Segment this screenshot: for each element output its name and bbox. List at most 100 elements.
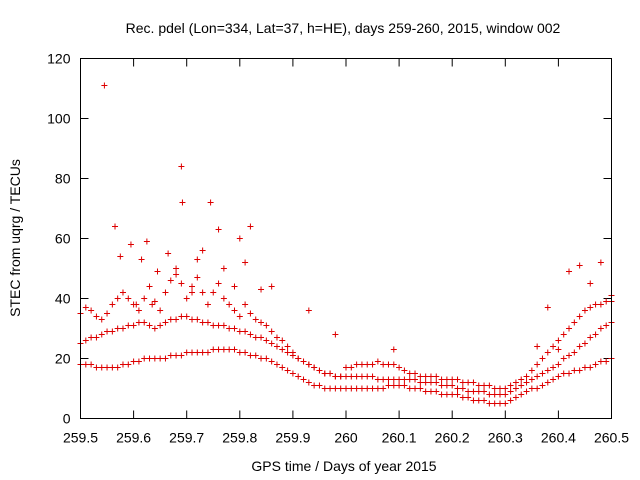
data-point <box>353 361 360 368</box>
data-point <box>449 376 456 383</box>
data-point <box>162 289 169 296</box>
data-point <box>135 319 142 326</box>
data-point <box>199 349 206 356</box>
data-point <box>189 289 196 296</box>
data-point <box>459 379 466 386</box>
data-point <box>433 379 440 386</box>
data-point <box>157 307 164 314</box>
data-point <box>486 382 493 389</box>
x-tick-label: 259.6 <box>116 430 151 446</box>
data-point <box>133 301 140 308</box>
data-point <box>438 391 445 398</box>
data-point <box>587 364 594 371</box>
data-point <box>178 313 185 320</box>
data-points <box>77 82 615 407</box>
data-point <box>539 370 546 377</box>
data-point <box>396 382 403 389</box>
data-point <box>143 238 150 245</box>
data-point <box>236 349 243 356</box>
data-point <box>560 331 567 338</box>
data-point <box>157 322 164 329</box>
data-point <box>555 373 562 380</box>
data-point <box>560 370 567 377</box>
data-point <box>210 322 217 329</box>
data-point <box>427 379 434 386</box>
data-point <box>396 364 403 371</box>
data-point <box>332 331 339 338</box>
data-point <box>236 328 243 335</box>
data-point <box>374 376 381 383</box>
data-point <box>576 343 583 350</box>
data-point <box>258 334 265 341</box>
data-point <box>109 328 116 335</box>
data-point <box>380 376 387 383</box>
data-point <box>263 322 270 329</box>
data-point <box>220 346 227 353</box>
data-point <box>178 280 185 287</box>
data-point <box>518 382 525 389</box>
data-point <box>109 364 116 371</box>
data-point <box>138 256 145 263</box>
data-point <box>433 388 440 395</box>
data-point <box>534 385 541 392</box>
data-point <box>119 361 126 368</box>
data-point <box>130 358 137 365</box>
data-point <box>268 328 275 335</box>
y-tick-label: 60 <box>55 231 71 247</box>
data-point <box>114 325 121 332</box>
data-point <box>443 382 450 389</box>
data-point <box>204 301 211 308</box>
y-tick-label: 100 <box>47 111 71 127</box>
data-point <box>603 298 610 305</box>
data-point <box>215 280 222 287</box>
data-point <box>581 340 588 347</box>
data-point <box>82 361 89 368</box>
data-point <box>104 364 111 371</box>
data-point <box>491 400 498 407</box>
data-point <box>566 268 573 275</box>
data-point <box>534 373 541 380</box>
data-point <box>560 355 567 362</box>
data-point <box>443 391 450 398</box>
data-point <box>550 343 557 350</box>
data-point <box>104 328 111 335</box>
data-point <box>305 307 312 314</box>
data-point <box>268 283 275 290</box>
data-point <box>550 364 557 371</box>
data-point <box>305 379 312 386</box>
data-point <box>167 352 174 359</box>
data-point <box>597 358 604 365</box>
data-point <box>130 322 137 329</box>
data-point <box>289 349 296 356</box>
x-tick-label: 260.2 <box>435 430 470 446</box>
data-point <box>173 352 180 359</box>
data-point <box>385 376 392 383</box>
data-point <box>207 199 214 206</box>
data-point <box>300 376 307 383</box>
data-point <box>353 385 360 392</box>
data-point <box>369 361 376 368</box>
x-tick-label: 259.7 <box>169 430 204 446</box>
y-tick-label: 80 <box>55 171 71 187</box>
data-point <box>337 385 344 392</box>
data-point <box>390 346 397 353</box>
data-point <box>592 361 599 368</box>
data-point <box>183 349 190 356</box>
data-point <box>470 379 477 386</box>
data-point <box>427 373 434 380</box>
data-point <box>141 355 148 362</box>
data-point <box>146 283 153 290</box>
data-point <box>231 346 238 353</box>
data-point <box>571 319 578 326</box>
data-point <box>316 382 323 389</box>
x-tick-label: 259.8 <box>222 430 257 446</box>
data-point <box>178 163 185 170</box>
data-point <box>401 382 408 389</box>
data-point <box>406 370 413 377</box>
data-point <box>592 331 599 338</box>
x-tick-label: 260.4 <box>541 430 576 446</box>
x-tick-label: 260 <box>334 430 358 446</box>
data-point <box>112 223 119 230</box>
data-point <box>199 319 206 326</box>
